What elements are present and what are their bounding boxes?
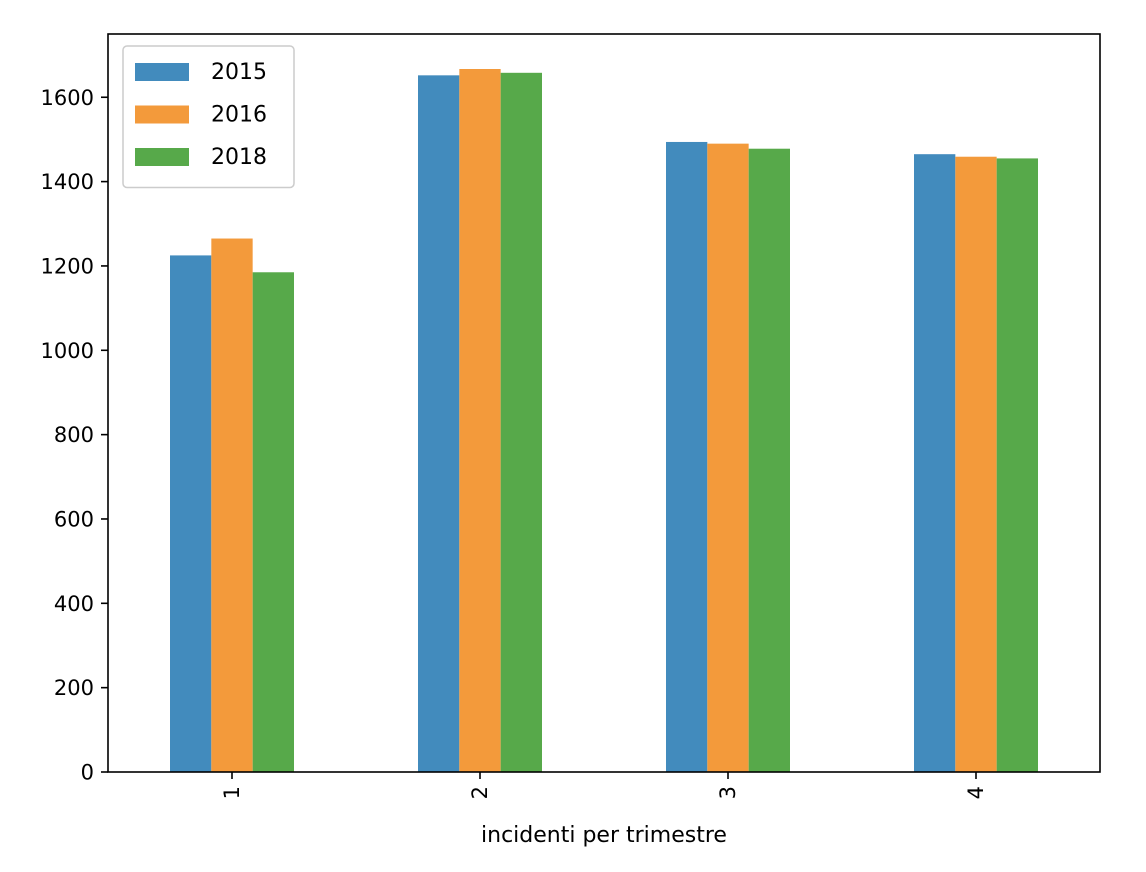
y-tick-label-200: 200 — [54, 676, 94, 700]
legend-label-2018: 2018 — [211, 145, 267, 170]
bar-2018-3 — [748, 148, 790, 772]
y-tick-label-1400: 1400 — [41, 170, 94, 194]
y-tick-label-0: 0 — [81, 761, 94, 785]
bar-2018-4 — [996, 158, 1038, 772]
bar-2015-2 — [418, 75, 460, 772]
bar-2016-4 — [955, 156, 997, 773]
legend-label-2015: 2015 — [211, 60, 267, 85]
bar-2018-1 — [252, 272, 294, 772]
axes-frame — [107, 33, 1101, 773]
legend-swatch-2016 — [135, 105, 189, 124]
legend: 2015 2016 2018 — [122, 45, 295, 189]
bar-2016-1 — [211, 238, 253, 772]
x-tick-label-1: 1 — [220, 786, 244, 799]
y-tick-label-1600: 1600 — [41, 86, 94, 110]
bar-2015-1 — [170, 255, 212, 772]
plot-area — [170, 69, 1038, 773]
x-tick-label-4: 4 — [964, 786, 988, 799]
x-axis-label: incidenti per trimestre — [481, 823, 727, 848]
bar-2016-3 — [707, 143, 749, 772]
bar-2015-4 — [914, 154, 956, 772]
y-tick-label-800: 800 — [54, 423, 94, 447]
y-tick-label-1000: 1000 — [41, 339, 94, 363]
bar-2018-2 — [500, 72, 542, 773]
bar-2015-3 — [666, 141, 708, 772]
legend-swatch-2018 — [135, 148, 189, 166]
legend-label-2016: 2016 — [211, 103, 267, 128]
y-tick-label-400: 400 — [54, 592, 94, 616]
y-tick-label-1200: 1200 — [41, 254, 94, 278]
legend-swatch-2015 — [135, 63, 189, 81]
x-tick-label-3: 3 — [716, 786, 740, 799]
y-tick-label-600: 600 — [54, 507, 94, 531]
axes: 0 200 400 600 800 1000 1200 1400 1600 1 2 3 4 — [41, 33, 1101, 799]
x-tick-label-2: 2 — [468, 786, 492, 799]
bar-2016-2 — [459, 69, 501, 772]
